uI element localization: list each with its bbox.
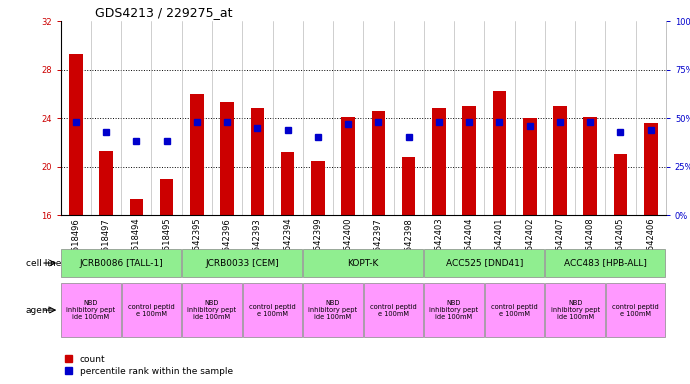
Bar [182, 283, 241, 337]
Bar [364, 283, 423, 337]
Bar [523, 118, 537, 215]
Bar [61, 249, 181, 277]
Bar [644, 123, 658, 215]
Bar [613, 154, 627, 215]
Text: agent: agent [26, 306, 52, 314]
Text: NBD
inhibitory pept
ide 100mM: NBD inhibitory pept ide 100mM [66, 300, 115, 320]
Bar [99, 151, 113, 215]
Bar [281, 152, 295, 215]
Bar [304, 283, 363, 337]
Bar [372, 111, 385, 215]
Bar [545, 249, 665, 277]
Bar [606, 283, 665, 337]
Text: ACC483 [HPB-ALL]: ACC483 [HPB-ALL] [564, 258, 647, 268]
Bar [342, 117, 355, 215]
Bar [493, 91, 506, 215]
Text: NBD
inhibitory pept
ide 100mM: NBD inhibitory pept ide 100mM [429, 300, 479, 320]
Bar [311, 161, 325, 215]
Bar [432, 108, 446, 215]
Text: control peptid
e 100mM: control peptid e 100mM [612, 304, 659, 316]
Bar [243, 283, 302, 337]
Bar [402, 157, 415, 215]
Text: control peptid
e 100mM: control peptid e 100mM [249, 304, 296, 316]
Bar [250, 108, 264, 215]
Bar [553, 106, 566, 215]
Bar [182, 249, 302, 277]
Bar [130, 199, 143, 215]
Text: control peptid
e 100mM: control peptid e 100mM [370, 304, 417, 316]
Legend: count, percentile rank within the sample: count, percentile rank within the sample [66, 355, 233, 376]
Text: GDS4213 / 229275_at: GDS4213 / 229275_at [95, 6, 233, 19]
Bar [424, 283, 484, 337]
Text: KOPT-K: KOPT-K [348, 258, 379, 268]
Text: control peptid
e 100mM: control peptid e 100mM [491, 304, 538, 316]
Bar [122, 283, 181, 337]
Bar [61, 283, 121, 337]
Bar [160, 179, 173, 215]
Text: JCRB0086 [TALL-1]: JCRB0086 [TALL-1] [79, 258, 163, 268]
Bar [424, 249, 544, 277]
Text: ACC525 [DND41]: ACC525 [DND41] [446, 258, 523, 268]
Text: JCRB0033 [CEM]: JCRB0033 [CEM] [206, 258, 279, 268]
Text: NBD
inhibitory pept
ide 100mM: NBD inhibitory pept ide 100mM [188, 300, 237, 320]
Text: cell line: cell line [26, 258, 61, 268]
Text: NBD
inhibitory pept
ide 100mM: NBD inhibitory pept ide 100mM [308, 300, 357, 320]
Bar [190, 94, 204, 215]
Text: NBD
inhibitory pept
ide 100mM: NBD inhibitory pept ide 100mM [551, 300, 600, 320]
Bar [69, 54, 83, 215]
Bar [462, 106, 476, 215]
Bar [485, 283, 544, 337]
Bar [304, 249, 423, 277]
Bar [545, 283, 604, 337]
Text: control peptid
e 100mM: control peptid e 100mM [128, 304, 175, 316]
Bar [220, 102, 234, 215]
Bar [584, 117, 597, 215]
